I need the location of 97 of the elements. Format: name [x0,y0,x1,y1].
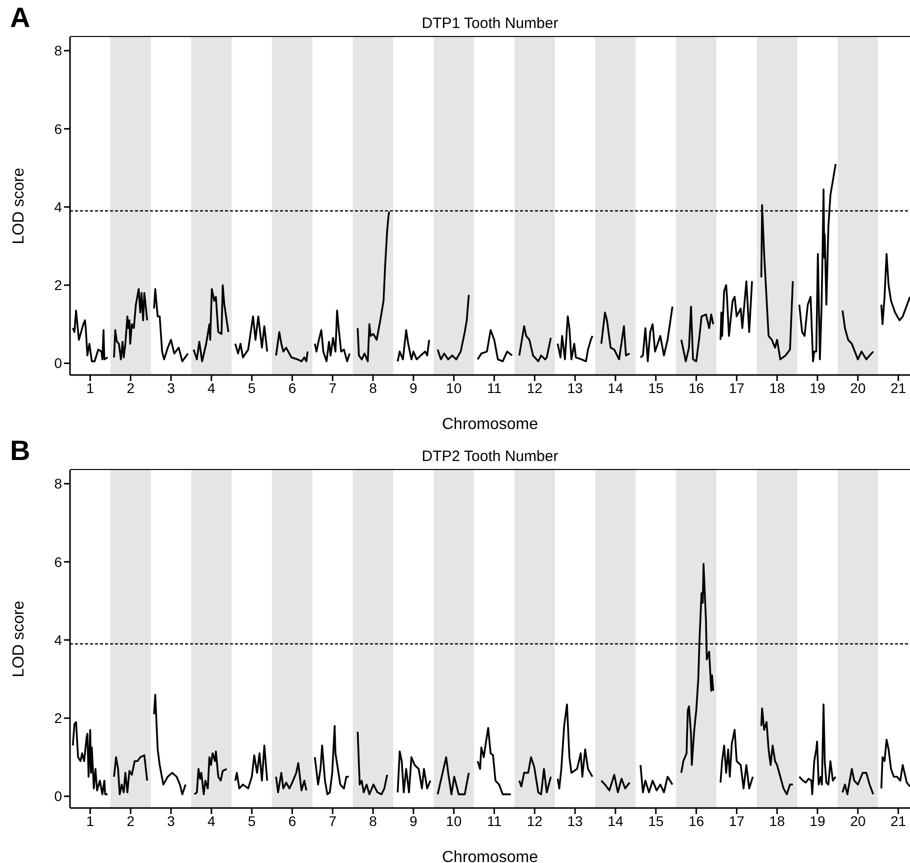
line-series [275,762,308,794]
x-tick-label: 16 [688,380,704,396]
x-tick-label: 13 [567,812,584,829]
x-tick-label: 5 [248,380,256,396]
line-series [556,315,594,362]
line-series [356,210,390,362]
line-series [396,329,430,362]
x-tick-label: 14 [608,812,624,829]
line-series [396,750,432,794]
text: B [10,435,30,467]
x-tick-label: 1 [86,380,94,396]
y-axis-title: LOD score [10,168,28,244]
line-series [314,310,350,362]
x-tick-label: 7 [328,812,337,829]
line-series [798,704,837,796]
x-tick-label: 5 [248,812,256,829]
line-series [600,312,630,360]
x-tick-label: 14 [608,380,624,396]
x-tick-label: 17 [728,380,745,396]
y-tick-label: 2 [54,277,62,294]
x-tick-label: 2 [126,812,135,829]
x-tick-label: 13 [567,380,584,396]
line-series [880,738,910,790]
line-series [476,726,512,796]
line-series [234,744,268,790]
line-series [556,704,594,790]
line-series [356,730,388,796]
line-series [518,756,552,796]
line-series [275,331,308,362]
x-tick-label: 9 [410,812,418,829]
y-tick-label: 0 [54,355,62,372]
x-axis-title: Chromosome [442,849,538,863]
line-series [842,310,874,360]
line-series [113,288,148,360]
line-series [153,288,189,362]
line-series [680,306,714,362]
x-tick-label: 9 [410,380,418,396]
line-series [842,768,874,796]
x-tick-label: 3 [167,380,176,396]
x-tick-label: 18 [769,812,786,829]
line-series [640,306,674,362]
line-series [153,694,186,796]
x-tick-label: 15 [648,380,664,396]
line-series [600,774,630,794]
x-tick-label: 6 [288,812,296,829]
x-tick-label: 17 [728,812,745,829]
line-series [113,754,148,796]
line-series [720,728,754,790]
y-tick-label: 4 [54,198,62,215]
line-series [314,725,350,796]
x-tick-label: 1 [86,812,94,829]
line-series [194,750,228,796]
x-tick-label: 6 [288,380,296,396]
line-series [720,280,753,341]
y-tick-label: 8 [54,42,62,59]
x-tick-label: 4 [208,380,216,396]
y-tick-label: 6 [54,120,62,137]
x-tick-label: 8 [369,812,378,829]
line-series [436,294,470,360]
x-tick-label: 10 [446,812,462,829]
line-series [436,756,470,796]
y-tick-label: 6 [54,554,62,570]
x-tick-label: 20 [850,380,866,396]
line-series [192,284,230,362]
x-tick-label: 16 [688,812,704,829]
x-tick-label: 21 [890,380,906,396]
y-tick-label: 2 [54,710,62,726]
text: A [10,2,30,34]
y-tick-label: 8 [54,476,62,492]
y-tick-label: 4 [54,632,62,648]
x-tick-label: 11 [486,812,502,829]
x-tick-label: 8 [369,380,378,396]
x-tick-label: 19 [810,380,826,396]
line-series [518,325,552,362]
line-series [234,315,268,358]
y-tick-label: 0 [54,788,62,804]
line-series [476,329,513,362]
x-tick-label: 10 [446,380,462,396]
x-tick-label: 12 [526,380,543,396]
chart-title: DTP1 Tooth Number [420,15,560,32]
line-series [880,252,910,326]
line-series [640,764,674,794]
y-axis-title: LOD score [10,600,28,678]
x-tick-label: 7 [328,380,337,396]
x-tick-label: 15 [648,812,664,829]
x-tick-label: 19 [810,812,826,829]
x-tick-label: 2 [126,380,135,396]
x-tick-label: 21 [890,812,906,829]
x-tick-label: 18 [769,380,786,396]
x-axis-title: Chromosome [442,416,538,433]
x-tick-label: 4 [208,812,216,829]
x-tick-label: 20 [850,812,866,829]
x-tick-label: 12 [526,812,543,829]
x-tick-label: 3 [167,812,176,829]
chart-title: DTP2 Tooth Number [420,448,560,465]
line-series [760,707,794,796]
x-tick-label: 11 [486,380,502,396]
